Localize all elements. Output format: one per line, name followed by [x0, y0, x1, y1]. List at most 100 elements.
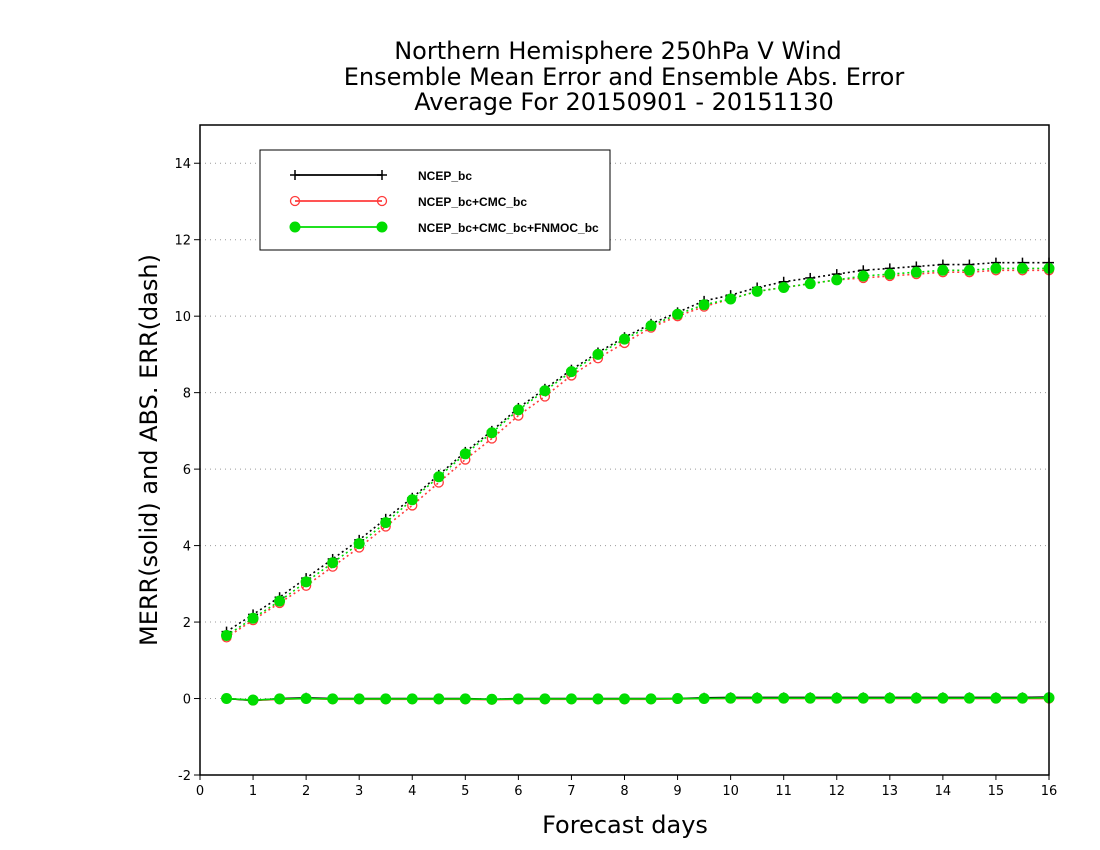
data-point-open-circle — [289, 195, 301, 207]
data-point-filled-circle — [565, 366, 577, 378]
data-point-filled-circle — [353, 693, 365, 705]
series-NCEP_bc+CMC_bc — [221, 265, 1055, 706]
data-point-filled-circle — [698, 693, 710, 705]
legend-items: NCEP_bc NCEP_bc+CMC_bc NCEP_bc+CMC_bc+FNMO… — [289, 169, 599, 235]
abs-err-line — [226, 261, 1049, 633]
data-point-filled-circle — [831, 274, 843, 286]
x-tick-label: 2 — [302, 784, 310, 799]
title-line-2: Ensemble Mean Error and Ensemble Abs. Er… — [344, 63, 905, 91]
legend-label: NCEP_bc+CMC_bc+FNMOC_bc — [418, 221, 599, 235]
data-point-filled-circle — [406, 693, 418, 705]
data-point-filled-circle — [963, 264, 975, 276]
data-point-filled-circle — [857, 270, 869, 282]
data-point-filled-circle — [274, 693, 286, 705]
data-point-filled-circle — [698, 299, 710, 311]
series-NCEP_bc+CMC_bc+FNMOC_bc — [221, 262, 1055, 706]
data-point-plus — [290, 170, 300, 180]
y-tick-label: 10 — [174, 310, 191, 325]
x-tick-label: 10 — [722, 784, 739, 799]
series-layer — [221, 257, 1055, 706]
data-point-filled-circle — [884, 692, 896, 704]
data-point-filled-circle — [884, 268, 896, 280]
data-point-filled-circle — [937, 264, 949, 276]
data-point-filled-circle — [221, 693, 233, 705]
x-tick-label: 6 — [514, 784, 522, 799]
title-line-1: Northern Hemisphere 250hPa V Wind — [394, 37, 842, 65]
data-point-filled-circle — [247, 694, 259, 706]
plot-frame — [199, 124, 1050, 776]
data-point-filled-circle — [963, 692, 975, 704]
y-tick-label: -2 — [178, 769, 191, 784]
data-point-filled-circle — [486, 427, 498, 439]
data-point-filled-circle — [831, 692, 843, 704]
data-point-plus — [377, 170, 387, 180]
data-point-filled-circle — [1016, 262, 1028, 274]
x-tick-label: 13 — [882, 784, 899, 799]
data-point-filled-circle — [459, 448, 471, 460]
data-point-filled-circle — [778, 282, 790, 293]
data-point-filled-circle — [327, 693, 339, 705]
legend-entry: NCEP_bc+CMC_bc+FNMOC_bc — [289, 221, 599, 235]
abs-err-line — [226, 269, 1049, 639]
x-tick-label: 3 — [355, 784, 363, 799]
data-point-filled-circle — [353, 538, 365, 550]
y-tick-label: 12 — [174, 234, 191, 249]
x-tick-label: 4 — [408, 784, 416, 799]
data-point-filled-circle — [539, 385, 551, 397]
data-point-filled-circle — [910, 692, 922, 704]
data-point-open-circle — [376, 195, 388, 207]
x-tick-label: 11 — [775, 784, 792, 799]
data-point-filled-circle — [380, 517, 392, 529]
legend-box — [259, 149, 611, 251]
y-axis-label: MERR(solid) and ABS. ERR(dash) — [135, 254, 163, 646]
title-line-3: Average For 20150901 - 20151130 — [414, 88, 834, 116]
data-point-filled-circle — [751, 692, 763, 704]
data-point-filled-circle — [1016, 692, 1028, 704]
x-tick-label: 5 — [461, 784, 469, 799]
legend-label: NCEP_bc+CMC_bc — [418, 195, 527, 209]
data-point-filled-circle — [221, 629, 233, 641]
data-point-filled-circle — [565, 693, 577, 705]
y-tick-label: 4 — [183, 540, 191, 555]
data-point-filled-circle — [592, 693, 604, 705]
x-axis-label: Forecast days — [542, 811, 708, 839]
data-point-filled-circle — [725, 692, 737, 704]
data-point-filled-circle — [778, 692, 790, 704]
data-point-filled-circle — [300, 693, 312, 705]
legend-entry: NCEP_bc — [290, 169, 472, 183]
y-tick-label: 6 — [183, 463, 191, 478]
data-point-filled-circle — [672, 308, 684, 320]
gridlines — [200, 162, 1049, 776]
data-point-filled-circle — [804, 692, 816, 704]
data-point-filled-circle — [376, 221, 388, 233]
data-point-filled-circle — [289, 221, 301, 233]
x-tick-label: 15 — [988, 784, 1005, 799]
y-tick-label: 2 — [183, 616, 191, 631]
data-point-filled-circle — [327, 557, 339, 569]
data-point-filled-circle — [857, 692, 869, 704]
data-point-filled-circle — [672, 693, 684, 705]
data-point-filled-circle — [459, 693, 471, 705]
data-point-filled-circle — [539, 693, 551, 705]
data-point-filled-circle — [274, 595, 286, 607]
x-tick-label: 9 — [673, 784, 681, 799]
abs-err-line — [226, 267, 1049, 637]
data-point-filled-circle — [990, 262, 1002, 274]
y-tick-label: 8 — [183, 387, 191, 402]
data-point-filled-circle — [512, 693, 524, 705]
chart-title: Northern Hemisphere 250hPa V Wind Ensemb… — [344, 37, 905, 116]
data-point-filled-circle — [725, 293, 737, 305]
data-point-filled-circle — [990, 692, 1002, 704]
data-point-filled-circle — [619, 333, 630, 345]
x-tick-label: 8 — [620, 784, 628, 799]
data-point-filled-circle — [645, 320, 657, 332]
legend-label: NCEP_bc — [418, 169, 472, 183]
data-point-filled-circle — [751, 285, 763, 297]
data-point-filled-circle — [486, 693, 498, 705]
data-point-filled-circle — [619, 693, 630, 705]
data-point-filled-circle — [910, 266, 922, 278]
data-point-filled-circle — [937, 692, 949, 704]
legend-entry: NCEP_bc+CMC_bc — [289, 195, 527, 209]
